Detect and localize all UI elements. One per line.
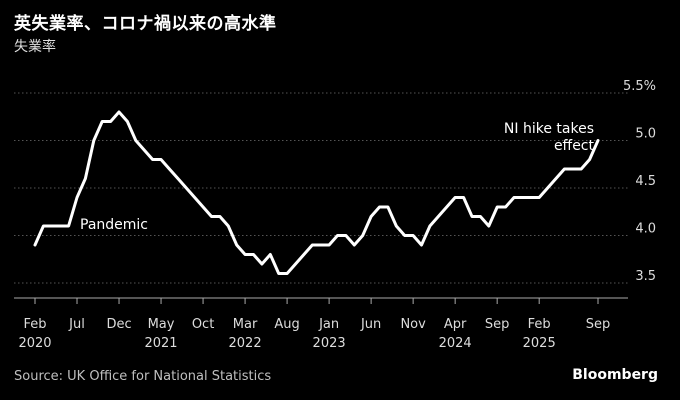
x-tick-label: Aug bbox=[274, 317, 299, 332]
x-tick-year: 2022 bbox=[229, 336, 262, 351]
x-tick-label: Jun bbox=[360, 317, 381, 332]
brand-logo: Bloomberg bbox=[572, 367, 658, 383]
x-tick-year: 2025 bbox=[523, 336, 556, 351]
source-note: Source: UK Office for National Statistic… bbox=[14, 369, 272, 384]
x-tick-year: 2024 bbox=[439, 336, 472, 351]
x-tick-year: 2020 bbox=[18, 336, 51, 351]
x-tick-label: Feb bbox=[528, 317, 551, 332]
chart-subtitle: 失業率 bbox=[14, 39, 56, 55]
x-tick-label: Feb bbox=[23, 317, 46, 332]
y-tick-label: 5.0 bbox=[635, 127, 656, 142]
y-axis-ticks: 3.5 4.0 4.5 5.0 5.5% bbox=[623, 79, 656, 284]
series-line bbox=[33, 110, 600, 275]
chart-title: 英失業率、コロナ禍以来の高水準 bbox=[14, 14, 277, 34]
x-tick-label: Apr bbox=[444, 317, 467, 332]
x-tick-label: Oct bbox=[192, 317, 214, 332]
x-tick-label: May bbox=[148, 317, 175, 332]
x-tick-year: 2023 bbox=[313, 336, 346, 351]
y-tick-label: 5.5% bbox=[623, 79, 656, 94]
x-tick-label: Nov bbox=[400, 317, 426, 332]
x-axis-ticks: Feb 2020 Jul Dec May 2021 Oct Mar 2022 Aug Jan 2023… bbox=[14, 297, 628, 351]
x-tick-label: Dec bbox=[106, 317, 131, 332]
y-tick-label: 4.5 bbox=[635, 174, 656, 189]
x-tick-label: Jan bbox=[318, 317, 339, 332]
annotation-pandemic: Pandemic bbox=[80, 217, 148, 233]
x-tick-label: Jul bbox=[68, 317, 85, 332]
x-tick-year: 2021 bbox=[144, 336, 177, 351]
x-tick-label: Sep bbox=[485, 317, 510, 332]
annotation-ni-hike: NI hike takes effect bbox=[504, 121, 595, 154]
y-tick-label: 4.0 bbox=[635, 222, 656, 237]
x-tick-label: Mar bbox=[233, 317, 258, 332]
x-tick-label: Sep bbox=[586, 317, 611, 332]
y-tick-label: 3.5 bbox=[635, 269, 656, 284]
annotation-layer: Pandemic NI hike takes effect bbox=[80, 121, 595, 233]
series-layer bbox=[33, 110, 600, 275]
